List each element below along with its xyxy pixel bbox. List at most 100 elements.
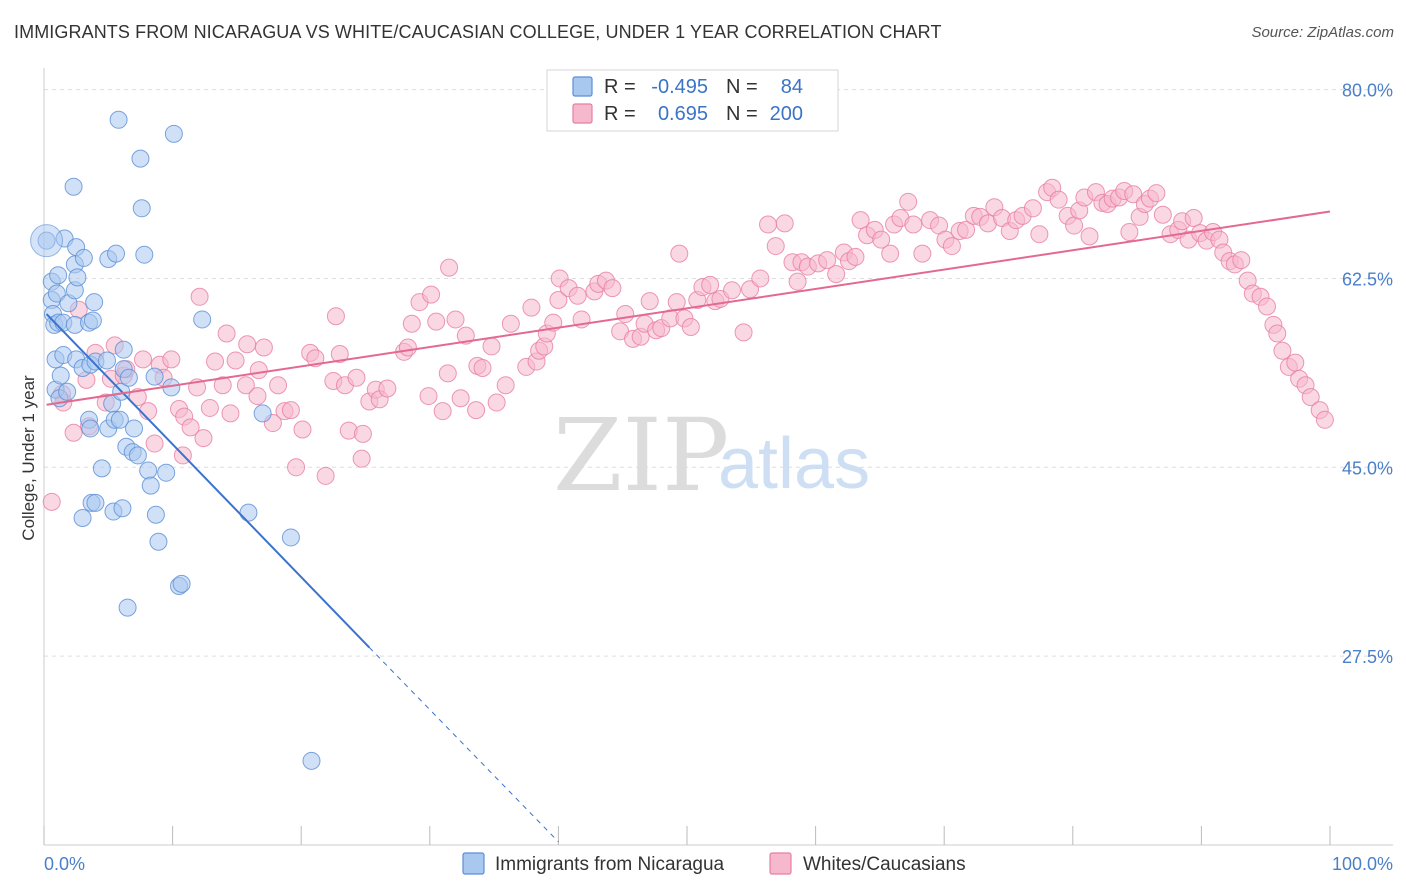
- nicaragua-point: [114, 340, 133, 359]
- whites-point: [438, 364, 457, 383]
- nicaragua-point: [110, 410, 129, 429]
- bottom-legend-swatch-whites: [769, 852, 792, 875]
- whites-point: [701, 275, 720, 294]
- nicaragua-point: [86, 493, 105, 512]
- x-tick-label-min: 0.0%: [44, 854, 85, 874]
- whites-point: [788, 272, 807, 291]
- whites-point: [827, 265, 846, 284]
- whites-point: [181, 418, 200, 437]
- whites-point: [1147, 184, 1166, 203]
- whites-point: [456, 326, 475, 345]
- nicaragua-point: [139, 461, 158, 480]
- nicaragua-point: [141, 476, 160, 495]
- whites-point: [330, 344, 349, 363]
- whites-point: [226, 351, 245, 370]
- whites-point: [681, 318, 700, 336]
- legend-swatch-whites: [572, 103, 593, 124]
- whites-point: [734, 323, 753, 342]
- whites-point: [1153, 205, 1172, 224]
- bottom-legend-label-nicaragua: Immigrants from Nicaragua: [495, 854, 725, 875]
- whites-point: [398, 338, 417, 357]
- trend-line-whites: [46, 210, 1331, 406]
- whites-point: [751, 269, 770, 288]
- whites-point: [723, 281, 742, 300]
- nicaragua-point-large: [30, 224, 64, 258]
- grid-lines: [44, 89, 1393, 657]
- legend-n-value-nicaragua: 84: [781, 76, 803, 98]
- whites-point: [872, 230, 891, 249]
- whites-point: [200, 398, 219, 417]
- whites-point: [145, 434, 164, 453]
- trend-line-nicaragua-extension: [368, 647, 559, 843]
- nicaragua-point: [113, 499, 132, 518]
- nicaragua-point: [118, 598, 137, 617]
- nicaragua-point: [135, 245, 154, 264]
- nicaragua-point: [131, 149, 150, 168]
- nicaragua-point: [51, 366, 70, 385]
- whites-point: [487, 393, 506, 412]
- nicaragua-point: [73, 509, 92, 528]
- legend-box: R = -0.495 N = 84 R = 0.695 N = 200: [546, 69, 839, 132]
- y-tick-label: 62.5%: [1342, 269, 1393, 289]
- y-tick-labels: 80.0% 62.5% 45.0% 27.5%: [1342, 81, 1393, 668]
- x-tick-marks: [43, 826, 1331, 845]
- nicaragua-point: [64, 177, 83, 196]
- whites-point: [501, 314, 520, 333]
- whites-point: [496, 376, 515, 395]
- series-nicaragua-points: [30, 110, 321, 770]
- whites-point: [213, 376, 232, 395]
- y-tick-label: 80.0%: [1342, 81, 1393, 101]
- whites-point: [913, 244, 932, 263]
- y-tick-label: 45.0%: [1342, 458, 1393, 478]
- source-label: Source: ZipAtlas.com: [1251, 24, 1394, 41]
- whites-point: [64, 423, 83, 442]
- whites-point: [190, 287, 209, 306]
- whites-point: [1065, 216, 1084, 235]
- whites-point: [549, 291, 568, 310]
- whites-point: [451, 389, 470, 408]
- whites-point: [1080, 227, 1099, 246]
- whites-point: [326, 307, 345, 326]
- nicaragua-point: [132, 199, 151, 218]
- whites-point: [957, 220, 976, 239]
- whites-point: [236, 376, 255, 395]
- whites-point: [766, 237, 785, 256]
- trend-line-nicaragua: [45, 313, 371, 649]
- whites-point: [851, 211, 870, 230]
- watermark-atlas: atlas: [718, 424, 870, 504]
- nicaragua-point: [109, 110, 128, 129]
- nicaragua-point: [74, 248, 93, 267]
- nicaragua-point: [172, 574, 191, 593]
- whites-point: [316, 466, 335, 485]
- nicaragua-point: [98, 351, 117, 370]
- whites-point: [293, 420, 312, 439]
- whites-point: [670, 244, 689, 263]
- whites-point: [353, 424, 372, 443]
- legend-r-label-whites: R =: [604, 103, 636, 125]
- nicaragua-point: [146, 505, 165, 524]
- whites-point: [640, 292, 659, 311]
- legend-frame: [546, 69, 839, 132]
- nicaragua-point: [49, 266, 68, 285]
- chart-title: IMMIGRANTS FROM NICARAGUA VS WHITE/CAUCA…: [14, 22, 942, 42]
- nicaragua-point: [47, 284, 66, 303]
- whites-point: [467, 401, 486, 420]
- whites-point: [139, 402, 158, 421]
- nicaragua-point: [164, 124, 183, 143]
- y-tick-label: 27.5%: [1342, 647, 1393, 667]
- trend-lines: [45, 210, 1331, 843]
- whites-point: [347, 368, 366, 387]
- nicaragua-point: [281, 528, 300, 547]
- nicaragua-point: [145, 367, 164, 386]
- whites-point: [206, 352, 225, 371]
- legend-swatch-nicaragua: [572, 76, 593, 97]
- whites-point: [846, 247, 865, 266]
- nicaragua-point: [107, 244, 126, 263]
- whites-point: [881, 244, 900, 263]
- whites-point: [1273, 341, 1292, 360]
- whites-point: [254, 338, 273, 357]
- nicaragua-point: [83, 311, 102, 330]
- nicaragua-point: [157, 463, 176, 482]
- whites-point: [248, 387, 267, 406]
